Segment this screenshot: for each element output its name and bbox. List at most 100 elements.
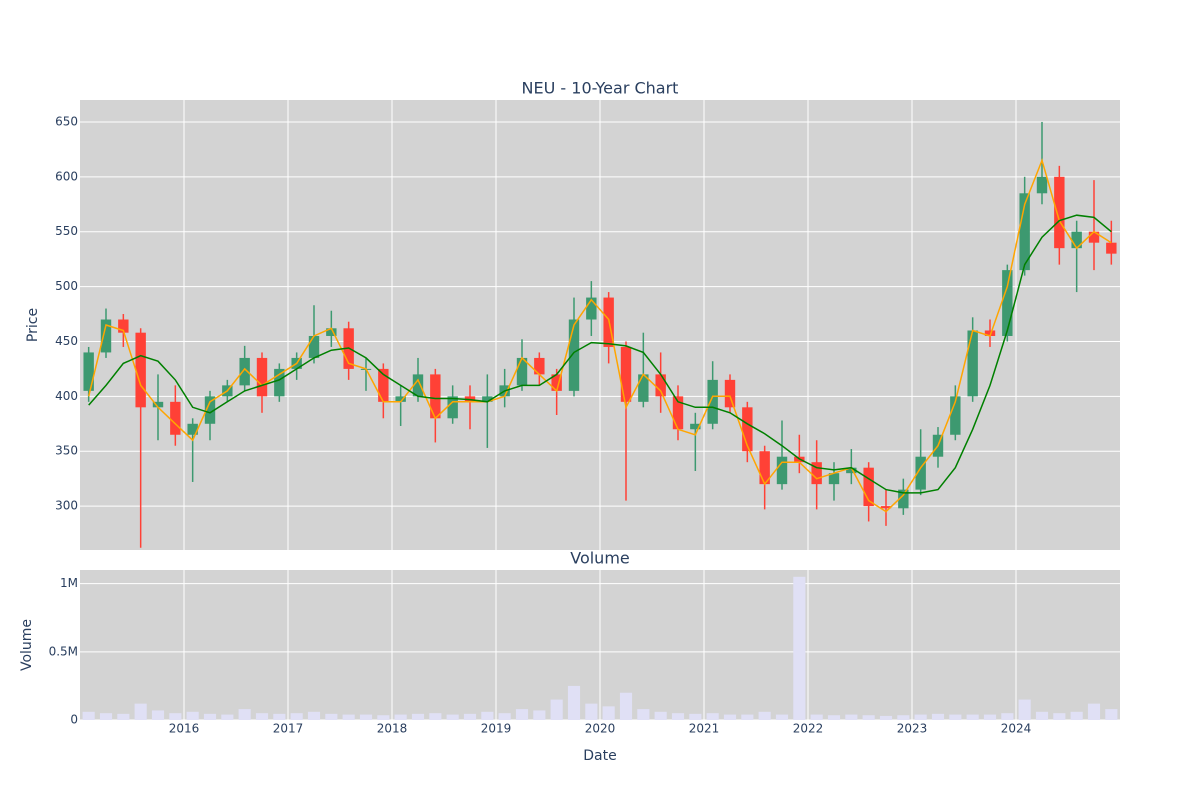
y-tick-label: 600 [55, 169, 78, 183]
candle-body [707, 379, 718, 424]
candle-body [776, 456, 788, 485]
candle-body [170, 401, 181, 435]
x-tick-label: 2017 [273, 722, 304, 736]
candle-body [135, 332, 146, 408]
volume-bar [741, 714, 754, 720]
volume-bar [1018, 699, 1031, 720]
volume-bar [394, 714, 407, 720]
volume-bar [117, 713, 130, 720]
candle-body [256, 357, 268, 397]
y-tick-label: 0.5M [49, 644, 78, 658]
x-tick-label: 2019 [481, 722, 512, 736]
volume-bar [879, 715, 893, 720]
volume-bar [966, 714, 979, 720]
candle-body [430, 374, 441, 419]
y-tick-label: 300 [55, 499, 78, 513]
candle-body [568, 319, 580, 391]
candle-body [828, 473, 840, 485]
candle-body [811, 462, 822, 485]
volume-bar [481, 711, 494, 720]
candle-body [620, 346, 632, 402]
volume-bar [307, 711, 321, 720]
candle-body [724, 379, 736, 408]
volume-bar [723, 714, 737, 720]
candle-body [880, 506, 892, 509]
volume-bar [931, 713, 945, 720]
volume-bar [602, 706, 615, 720]
y-tick-label: 1M [60, 576, 78, 590]
candle-body [447, 396, 458, 419]
y-tick-label: 550 [55, 224, 78, 238]
volume-bar [515, 709, 529, 720]
candle-body [984, 330, 996, 336]
volume-bar [845, 714, 858, 720]
candle-body [672, 396, 684, 430]
volume-bar [775, 714, 789, 720]
moving-average-line [87, 158, 1112, 513]
x-tick-label: 2022 [793, 722, 824, 736]
candle-body [118, 319, 129, 333]
volume-bar [203, 713, 217, 720]
volume-bar [169, 713, 182, 720]
volume-bar [186, 711, 199, 720]
candle-body [1002, 270, 1013, 336]
volume-bar [949, 714, 962, 720]
volume-bar [325, 713, 338, 720]
candle-body [759, 451, 770, 485]
candle-body [655, 374, 666, 397]
volume-bar [151, 710, 165, 720]
candle-body [274, 368, 285, 397]
volume-bar [689, 713, 702, 720]
candle-body [204, 396, 216, 424]
volume-bar [810, 714, 823, 720]
x-tick-label: 2023 [897, 722, 928, 736]
volume-bar [793, 576, 806, 720]
candle-body [326, 328, 337, 336]
candle-body [378, 368, 389, 402]
volume-bar [654, 711, 667, 720]
y-axis-title: Volume [19, 619, 35, 671]
volume-bar [82, 711, 95, 720]
y-axis-title: Price [25, 308, 41, 342]
y-tick-label: 450 [55, 334, 78, 348]
candle-body [898, 489, 909, 509]
volume-bar [1053, 713, 1066, 720]
volume-title: Volume [570, 549, 630, 568]
x-tick-label: 2020 [585, 722, 616, 736]
candle-body [1088, 231, 1100, 243]
candle-body [83, 352, 94, 391]
candle-body [1071, 231, 1082, 249]
chart-title: NEU - 10-Year Chart [522, 79, 679, 98]
y-tick-label: 400 [55, 389, 78, 403]
volume-bar [446, 714, 459, 720]
candle-body [915, 456, 926, 490]
volume-bar [273, 713, 286, 720]
x-tick-label: 2016 [169, 722, 200, 736]
x-tick-label: 2024 [1001, 722, 1032, 736]
volume-bar [498, 713, 511, 720]
volume-bar [983, 714, 997, 720]
candle-body [950, 396, 961, 435]
candle-body [534, 357, 545, 375]
moving-average-line [88, 214, 1112, 494]
candle-body [967, 330, 978, 397]
volume-bar [1001, 713, 1014, 720]
candle-body [586, 297, 597, 320]
volume-bar [1105, 709, 1118, 720]
volume-bar [377, 715, 390, 720]
volume-bar [758, 711, 771, 720]
candle-body [551, 374, 562, 391]
candle-body [1019, 193, 1030, 271]
candle-body [1036, 176, 1048, 194]
volume-bar [1070, 711, 1083, 720]
candle-body [100, 319, 112, 353]
volume-bar [897, 715, 910, 720]
volume-bar [550, 699, 563, 720]
volume-bar [359, 714, 373, 720]
candle-body [690, 423, 701, 430]
volume-bar [238, 709, 251, 720]
volume-bar [862, 715, 875, 720]
candle-body [412, 374, 424, 397]
volume-bar [533, 710, 546, 720]
